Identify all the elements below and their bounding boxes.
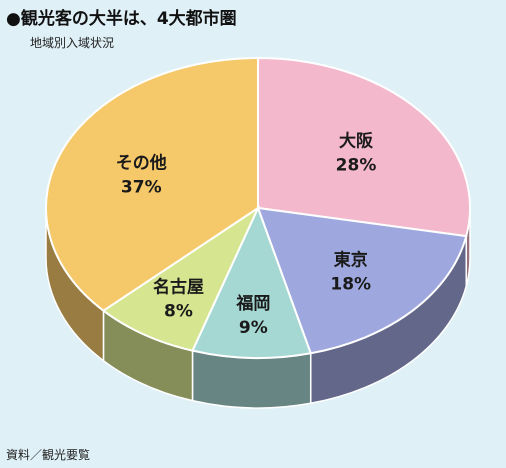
slice-label-value: 37%	[121, 177, 162, 197]
pie-slice-大阪	[257, 56, 471, 238]
slice-label-value: 18%	[330, 275, 371, 295]
pie-slice-名古屋	[101, 205, 261, 352]
chart-subtitle: 地域別入域状況	[30, 36, 115, 50]
slice-label-value: 28%	[336, 156, 377, 176]
pie-slice-東京	[256, 206, 468, 355]
slice-label-value: 8%	[164, 302, 193, 322]
slice-label-value: 9%	[239, 318, 268, 338]
chart-title: ●観光客の大半は、4大都市圏	[6, 9, 237, 29]
slice-label-name: 大阪	[339, 131, 373, 152]
source-note: 資料／観光要覧	[6, 448, 91, 462]
pie-side-福岡	[191, 349, 312, 409]
pie-slice-その他	[45, 56, 259, 312]
slice-label-name: 名古屋	[153, 277, 204, 298]
slice-label-name: その他	[116, 152, 167, 173]
pie-slice-福岡	[191, 205, 313, 359]
slice-label-name: 東京	[334, 250, 368, 271]
slice-label-name: 福岡	[235, 293, 270, 314]
